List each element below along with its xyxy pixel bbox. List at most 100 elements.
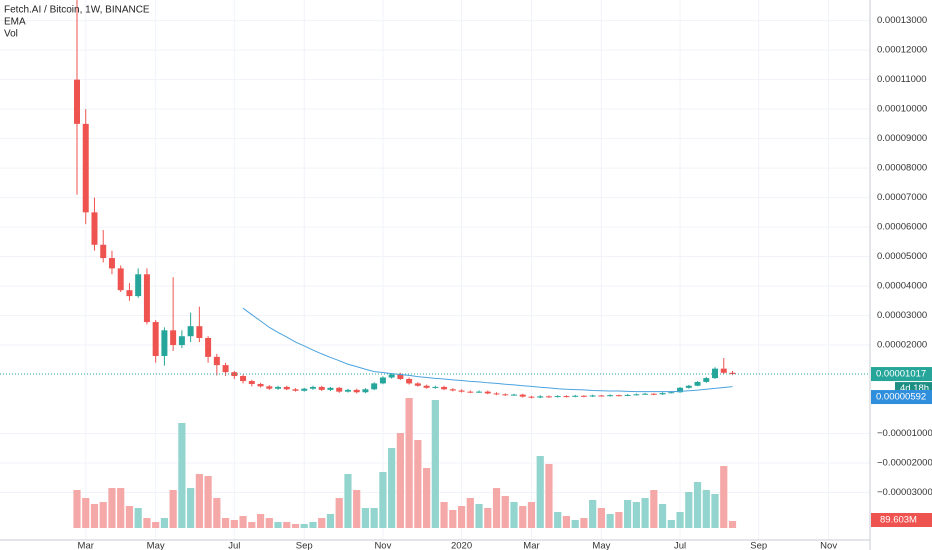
volume-bar	[134, 508, 142, 528]
volume-bar	[624, 500, 632, 528]
candle-body	[467, 391, 474, 393]
candle-body	[511, 394, 517, 396]
y-tick-label: −0.00003000	[877, 487, 932, 498]
candle-body	[694, 381, 701, 386]
legend-volume: Vol	[4, 29, 18, 40]
volume-bar	[90, 504, 99, 528]
x-tick-label: Mar	[78, 541, 94, 550]
volume-bar	[187, 488, 195, 528]
axes: 0.00013000 0.00012000 0.00011000 0.00010000…	[78, 15, 932, 550]
candle-body	[344, 389, 351, 392]
volume-bar	[484, 508, 492, 528]
volume-bar	[720, 466, 728, 528]
volume-bar	[562, 516, 571, 528]
y-tick-label: 0.00008000	[877, 163, 927, 174]
candle-body	[283, 386, 290, 390]
candle-body	[598, 395, 605, 397]
candle-body	[563, 396, 570, 398]
volume-bar	[615, 512, 623, 528]
y-tick-label: −0.00001000	[877, 428, 932, 439]
candle-body	[292, 389, 299, 391]
candle-body	[537, 396, 544, 398]
volume-bar	[589, 500, 597, 528]
volume-bar	[492, 488, 501, 528]
volume-bar	[99, 502, 107, 528]
candle-body	[476, 391, 483, 393]
volume-bar	[527, 502, 536, 528]
candle-body	[196, 326, 203, 338]
x-tick-label: Sep	[750, 541, 767, 550]
candle-body	[213, 356, 220, 366]
countdown-label: 4d 18h	[900, 383, 929, 394]
volume-bar	[606, 514, 614, 528]
candle-body	[388, 374, 395, 378]
candle-body	[240, 376, 247, 382]
volume-bar	[431, 400, 439, 528]
volume-pane	[73, 398, 737, 528]
volume-bar	[204, 476, 212, 528]
volume-bar	[641, 498, 649, 528]
volume-bar	[711, 494, 719, 528]
y-tick-label: 0.00010000	[877, 104, 927, 115]
candle-body	[484, 391, 491, 394]
candle-body	[720, 368, 727, 373]
ema-line	[242, 307, 733, 393]
volume-bar	[676, 512, 684, 528]
volume-bar	[213, 498, 221, 528]
candle-body	[318, 386, 325, 390]
candle-body	[554, 396, 561, 398]
volume-bar	[239, 516, 247, 528]
candle-body	[607, 395, 614, 397]
legend-ema: EMA	[4, 17, 26, 28]
candle-body	[205, 337, 212, 357]
ema-value-box	[871, 390, 932, 405]
y-tick-label: 0.00006000	[877, 222, 927, 233]
volume-bar	[667, 520, 675, 528]
candle-body	[327, 387, 334, 390]
volume-value-label: 89.603M	[880, 515, 917, 526]
candle-body	[642, 393, 649, 395]
y-tick-label: 0.00007000	[877, 192, 927, 203]
volume-bar	[73, 490, 81, 528]
volume-bar	[248, 522, 256, 528]
candle-body	[414, 383, 421, 386]
volume-bar	[519, 506, 527, 528]
candle-body	[135, 274, 142, 297]
volume-bar	[274, 522, 282, 528]
volume-bar	[344, 474, 352, 528]
y-tick-label: 0.00002000	[877, 340, 927, 351]
volume-bar	[693, 482, 702, 528]
candle-body	[275, 386, 282, 389]
volume-bar	[597, 508, 605, 528]
volume-bar	[440, 502, 448, 528]
volume-bar	[326, 514, 335, 528]
volume-bar	[650, 490, 658, 528]
volume-bar	[632, 502, 640, 528]
candle-body	[615, 395, 622, 397]
candle-body	[100, 244, 107, 259]
volume-bar	[195, 474, 203, 528]
y-tick-label: 0.00012000	[877, 45, 927, 56]
volume-bar	[335, 498, 343, 528]
volume-bar	[361, 508, 370, 528]
candle-body	[143, 274, 150, 323]
volume-bar	[414, 440, 422, 528]
volume-bar	[291, 524, 300, 528]
candle-body	[362, 389, 369, 393]
candle-body	[248, 381, 255, 384]
candle-body	[301, 388, 308, 391]
x-tick-label: Jul	[228, 541, 240, 550]
y-tick-label: 0.00009000	[877, 133, 927, 144]
volume-bar	[457, 506, 466, 528]
candle-body	[82, 123, 89, 213]
candle-body	[108, 258, 115, 269]
x-tick-label: May	[147, 541, 165, 550]
y-tick-label: −0.00002000	[877, 458, 932, 469]
volume-value-box	[871, 512, 932, 527]
candle-body	[703, 378, 710, 382]
volume-bar	[230, 520, 238, 528]
volume-bar	[702, 490, 710, 528]
x-tick-label: Nov	[820, 541, 837, 550]
volume-bar	[405, 398, 413, 528]
volume-bar	[108, 488, 116, 528]
